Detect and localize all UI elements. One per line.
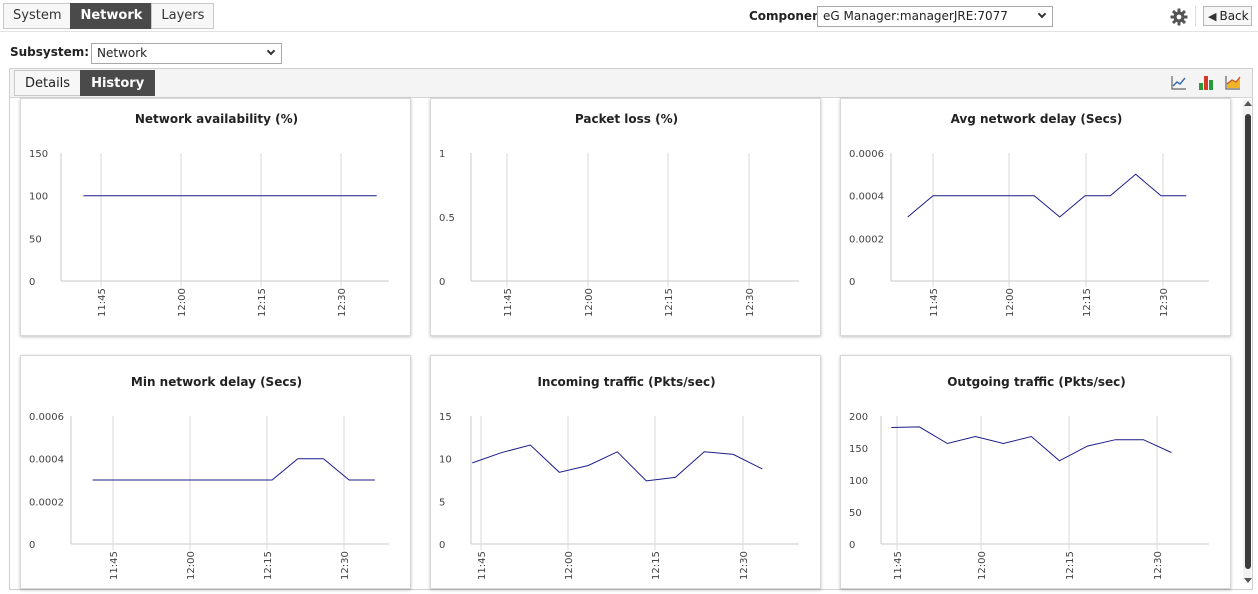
y-tick-label: 1 [439, 149, 445, 160]
top-bar: System Network Layers Component eG Manag… [0, 0, 1258, 32]
subsystem-select-value: Network [97, 46, 148, 60]
y-tick-label: 0.0002 [849, 234, 884, 245]
area-chart-icon[interactable] [1224, 74, 1242, 92]
y-tick-label: 0.5 [439, 213, 455, 224]
y-tick-label: 0 [439, 277, 445, 288]
y-tick-label: 0 [849, 277, 855, 288]
y-tick-label: 0.0006 [849, 149, 884, 160]
chart-avg-network-delay: Avg network delay (Secs) 0.0006 0.0004 0.00… [840, 98, 1231, 336]
series-line [891, 426, 1172, 462]
x-tick-label: 11:45 [929, 288, 940, 317]
y-tick-label: 15 [439, 412, 452, 423]
x-tick-label: 12:00 [564, 551, 575, 580]
x-tick-label: 12:30 [1159, 288, 1170, 317]
toolbar-divider [1195, 6, 1196, 26]
chart-title: Packet loss (%) [575, 112, 678, 126]
y-tick-label: 0 [29, 540, 35, 551]
y-tick-label: 5 [439, 497, 445, 508]
y-tick-label: 0 [29, 277, 35, 288]
scroll-down-icon[interactable] [1244, 578, 1252, 583]
panel-tabs: Details History [14, 70, 156, 96]
chart-outgoing-traffic: Outgoing traffic (Pkts/sec) 200 150 100 50 0 1… [840, 355, 1231, 589]
chart-title: Outgoing traffic (Pkts/sec) [947, 375, 1126, 389]
y-tick-label: 100 [849, 476, 868, 487]
bar-chart-icon[interactable] [1197, 74, 1215, 92]
y-tick-label: 0.0004 [29, 455, 64, 466]
y-tick-label: 150 [29, 149, 48, 160]
top-tabs: System Network Layers [3, 3, 215, 29]
series-line [472, 444, 763, 482]
chart-network-availability: Network availability (%) 150 100 50 0 11:45 12… [20, 98, 411, 336]
x-tick-label: 12:30 [1153, 551, 1164, 580]
y-tick-label: 0 [439, 540, 445, 551]
x-tick-label: 11:45 [477, 551, 488, 580]
x-tick-label: 12:15 [1082, 288, 1093, 317]
gear-icon[interactable] [1169, 7, 1189, 27]
x-tick-label: 12:00 [1005, 288, 1016, 317]
series-line [92, 458, 375, 481]
x-tick-label: 11:45 [97, 288, 108, 317]
y-tick-label: 0.0006 [29, 412, 64, 423]
chart-title: Avg network delay (Secs) [951, 112, 1123, 126]
back-button[interactable]: ◀ Back [1203, 6, 1252, 26]
back-button-label: Back [1219, 9, 1249, 23]
x-tick-label: 12:30 [340, 551, 351, 580]
series-line [907, 173, 1187, 218]
tab-system[interactable]: System [3, 3, 72, 29]
chart-title: Min network delay (Secs) [131, 375, 302, 389]
subsystem-label: Subsystem: [10, 45, 90, 59]
x-tick-label: 12:30 [739, 551, 750, 580]
x-tick-label: 12:15 [263, 551, 274, 580]
chart-title: Network availability (%) [135, 112, 298, 126]
scroll-up-icon[interactable] [1244, 101, 1252, 106]
component-label: Component [749, 9, 827, 23]
chart-packet-loss: Packet loss (%) 1 0.5 0 11:45 12:00 12:15 12:30 [430, 98, 821, 336]
y-tick-label: 10 [439, 455, 452, 466]
x-tick-label: 12:00 [177, 288, 188, 317]
chevron-down-icon [1037, 9, 1047, 19]
y-tick-label: 50 [849, 508, 862, 519]
y-tick-label: 200 [849, 412, 868, 423]
x-tick-label: 12:00 [186, 551, 197, 580]
tab-details[interactable]: Details [14, 70, 82, 96]
component-select[interactable]: eG Manager:managerJRE:7077 [817, 6, 1053, 27]
x-tick-label: 11:45 [893, 551, 904, 580]
chart-min-network-delay: Min network delay (Secs) 0.0006 0.0004 0.00… [20, 355, 411, 589]
y-tick-label: 50 [29, 234, 42, 245]
line-chart-icon[interactable] [1170, 74, 1188, 92]
chart-incoming-traffic: Incoming traffic (Pkts/sec) 15 10 5 0 11:45 12… [430, 355, 821, 589]
scrollbar-thumb[interactable] [1245, 114, 1251, 569]
y-tick-label: 0.0002 [29, 497, 64, 508]
x-tick-label: 12:15 [1065, 551, 1076, 580]
x-tick-label: 11:45 [109, 551, 120, 580]
tab-history[interactable]: History [80, 70, 156, 96]
y-tick-label: 0 [849, 540, 855, 551]
chevron-down-icon [266, 46, 276, 56]
tab-layers[interactable]: Layers [151, 3, 215, 29]
x-tick-label: 12:15 [257, 288, 268, 317]
component-select-value: eG Manager:managerJRE:7077 [823, 9, 1008, 23]
x-tick-label: 12:00 [584, 288, 595, 317]
tab-network[interactable]: Network [70, 3, 153, 29]
x-tick-label: 12:30 [745, 288, 756, 317]
x-tick-label: 12:30 [337, 288, 348, 317]
x-tick-label: 12:15 [651, 551, 662, 580]
back-arrow-icon: ◀ [1208, 10, 1217, 23]
y-tick-label: 100 [29, 192, 48, 203]
panel-header: Details History [10, 69, 1252, 98]
x-tick-label: 12:15 [664, 288, 675, 317]
subsystem-select[interactable]: Network [91, 43, 282, 64]
y-tick-label: 0.0004 [849, 192, 884, 203]
chart-title: Incoming traffic (Pkts/sec) [537, 375, 715, 389]
x-tick-label: 11:45 [503, 288, 514, 317]
x-tick-label: 12:00 [977, 551, 988, 580]
y-tick-label: 150 [849, 444, 868, 455]
